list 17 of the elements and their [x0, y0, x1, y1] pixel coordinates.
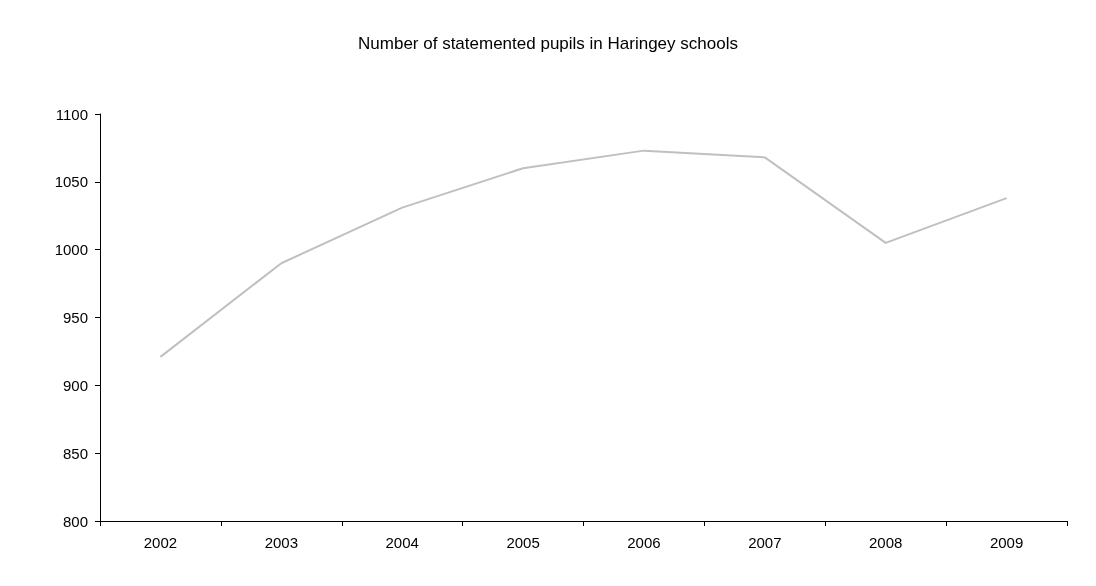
x-tick-label: 2002	[143, 534, 178, 551]
chart-title: Number of statemented pupils in Haringey schools	[358, 34, 738, 53]
x-tick-label: 2008	[869, 534, 903, 551]
x-tick-label: 2006	[627, 534, 661, 551]
y-tick-label: 1050	[54, 173, 88, 191]
x-tick-label: 2004	[385, 534, 419, 551]
y-tick-label: 1100	[55, 105, 88, 123]
x-tick-label: 2007	[748, 534, 782, 551]
y-tick-label: 850	[62, 444, 88, 462]
y-tick-label: 950	[62, 309, 88, 326]
line-series	[159, 149, 1008, 358]
y-tick-label: 900	[62, 376, 88, 394]
x-tick-label: 2005	[506, 534, 540, 551]
y-tick-label: 1000	[54, 241, 88, 259]
x-tick-label: 2009	[989, 534, 1024, 551]
y-tick-label: 800	[62, 512, 88, 530]
x-tick-label: 2003	[264, 534, 298, 551]
